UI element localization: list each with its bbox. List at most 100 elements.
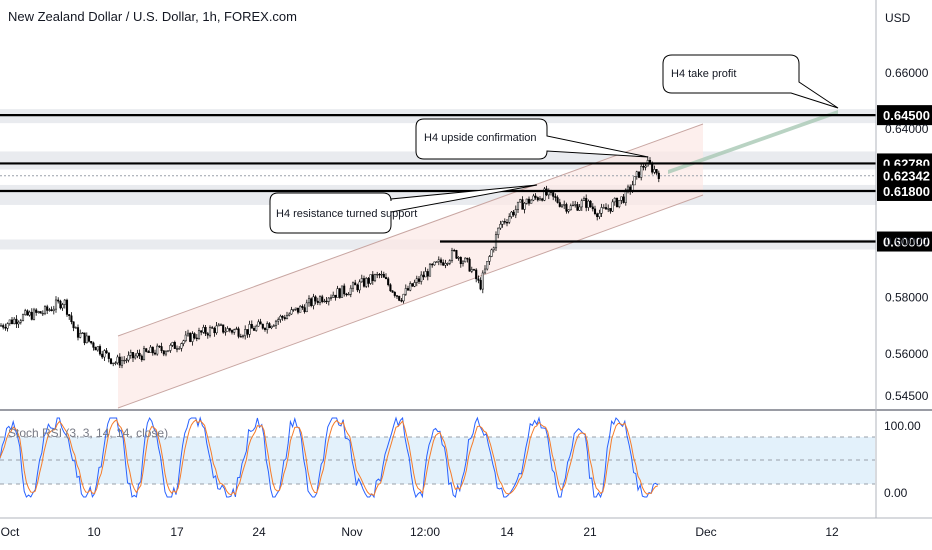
- candle-219: [481, 270, 484, 294]
- candle-body-130: [285, 315, 289, 320]
- candle-217: [477, 275, 480, 284]
- candle-10: [21, 313, 25, 322]
- candle-130: [285, 311, 289, 320]
- candle-131: [288, 312, 291, 317]
- candle-49: [107, 352, 110, 363]
- candle-105: [230, 329, 234, 335]
- candle-body-107: [235, 328, 238, 330]
- candle-55: [120, 356, 124, 369]
- candle-83: [182, 339, 185, 347]
- candle-body-87: [191, 333, 194, 342]
- candle-body-110: [241, 335, 245, 337]
- candle-241: [530, 198, 533, 204]
- candle-body-240: [527, 198, 531, 204]
- candle-body-2: [4, 327, 7, 329]
- x-tick-label-2: 17: [170, 525, 184, 539]
- candle-24: [52, 305, 55, 315]
- price-tag-0[interactable]: 0.64500: [877, 105, 932, 126]
- candle-56: [123, 356, 126, 365]
- candle-238: [523, 202, 526, 214]
- candle-201: [442, 259, 445, 266]
- candle-body-118: [259, 321, 262, 325]
- candle-253: [556, 195, 559, 204]
- candle-body-236: [519, 199, 522, 203]
- x-tick-label-0: Oct: [1, 525, 20, 539]
- candle-body-6: [13, 318, 16, 324]
- candle-102: [224, 327, 227, 336]
- callouts[interactable]: H4 take profit H4 upside confirmation H4…: [269, 54, 839, 234]
- candle-237: [521, 196, 524, 210]
- candle-63: [138, 349, 141, 360]
- candle-22: [48, 307, 51, 312]
- candle-body-104: [228, 328, 231, 331]
- candle-body-190: [417, 278, 421, 282]
- candle-274: [602, 204, 605, 209]
- candle-body-260: [571, 204, 575, 207]
- price-tag-3[interactable]: 0.61800: [877, 180, 932, 201]
- candle-186: [409, 281, 412, 292]
- candle-body-146: [321, 296, 324, 302]
- candle-body-153: [336, 288, 339, 298]
- candle-body-45: [98, 346, 102, 355]
- callout-resistance-support[interactable]: H4 resistance turned support: [269, 184, 538, 234]
- callout-take-profit[interactable]: H4 take profit: [662, 54, 839, 109]
- candle-body-242: [532, 195, 535, 201]
- candle-body-243: [534, 195, 537, 198]
- candle-body-125: [274, 320, 278, 326]
- stoch-lines: [0, 416, 659, 499]
- candle-body-201: [442, 262, 445, 266]
- stoch-rsi-pane[interactable]: Stoch RSI (3, 3, 14, 14, close): [0, 416, 875, 499]
- candle-299: [657, 170, 660, 183]
- candle-body-28: [61, 304, 64, 309]
- candle-153: [336, 285, 339, 298]
- candle-20: [43, 305, 47, 316]
- candle-189: [415, 275, 418, 287]
- candle-body-141: [310, 298, 313, 306]
- stoch-axis[interactable]: 100.00 0.00: [884, 419, 921, 500]
- candle-17: [37, 310, 40, 314]
- candle-196: [431, 262, 434, 268]
- candle-157: [345, 292, 348, 297]
- candle-282: [620, 196, 623, 205]
- candle-body-43: [94, 347, 97, 351]
- candle-body-202: [444, 263, 447, 266]
- candle-255: [560, 204, 564, 208]
- candle-28: [61, 302, 64, 311]
- candle-body-215: [472, 269, 476, 271]
- candle-body-270: [593, 208, 597, 214]
- candle-body-96: [211, 327, 214, 329]
- candle-body-282: [620, 196, 623, 201]
- candle-body-234: [514, 209, 517, 216]
- candle-268: [589, 200, 592, 208]
- time-axis[interactable]: Oct 10 17 24 Nov 12:00 14 21 Dec 12: [1, 525, 839, 539]
- candle-body-42: [92, 342, 95, 348]
- candle-body-221: [486, 261, 489, 270]
- candle-224: [492, 246, 495, 253]
- candle-223: [490, 248, 493, 258]
- candle-body-292: [642, 165, 645, 168]
- price-tag-4[interactable]: 0.60000: [877, 231, 932, 252]
- candle-262: [576, 201, 579, 211]
- callout-upside-confirmation[interactable]: H4 upside confirmation: [415, 118, 649, 160]
- candle-236: [519, 198, 522, 203]
- candle-body-191: [420, 274, 423, 282]
- candle-body-263: [578, 206, 581, 211]
- candle-body-284: [624, 189, 627, 203]
- candle-265: [582, 196, 586, 202]
- candle-body-113: [248, 324, 251, 335]
- candle-149: [327, 297, 330, 306]
- price-tag-bg-3: [877, 180, 932, 201]
- price-tag-2[interactable]: 0.62342: [877, 165, 932, 186]
- candle-body-231: [508, 216, 511, 223]
- candle-body-136: [299, 306, 302, 313]
- candle-body-186: [409, 283, 412, 291]
- candle-40: [87, 335, 91, 343]
- candle-body-0: [0, 325, 3, 327]
- candle-88: [193, 332, 196, 340]
- price-axis[interactable]: 0.66000 0.64000 0.60000 0.58000 0.56000 0.545…: [885, 66, 929, 403]
- candle-body-199: [437, 259, 440, 263]
- candle-200: [439, 257, 443, 266]
- candle-body-143: [314, 296, 317, 302]
